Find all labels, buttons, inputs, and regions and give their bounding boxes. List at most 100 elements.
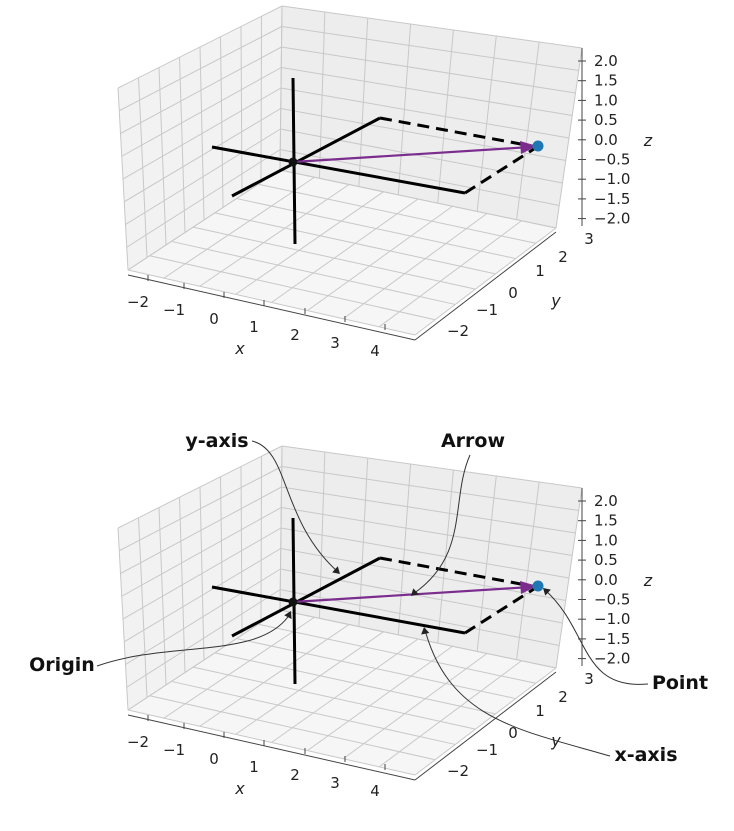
- callout-arrowhead: [543, 588, 551, 596]
- grid-line: [414, 667, 557, 776]
- grid-line: [171, 680, 456, 745]
- dashed-line-to-point: [464, 585, 538, 635]
- callouts: y-axis Arrow Origin Point x-axis: [29, 430, 708, 766]
- y-tick-label: 2: [558, 688, 568, 706]
- grid-line: [240, 26, 243, 196]
- grid-line: [307, 205, 453, 312]
- grid-line: [171, 240, 456, 305]
- z-tick-label: 2.0: [594, 492, 618, 510]
- x-tick-label: −2: [127, 733, 149, 751]
- z-tick-label: −1.5: [594, 630, 630, 648]
- grid-line: [258, 623, 536, 684]
- grid-line: [235, 631, 384, 735]
- callout-line-y-axis: [251, 440, 339, 573]
- grid-line: [260, 16, 262, 183]
- callout-x-axis: x-axis: [614, 744, 677, 766]
- grid-line: [281, 46, 576, 94]
- grid-line: [122, 527, 282, 620]
- grid-line: [280, 527, 570, 579]
- vector-arrowhead: [520, 141, 537, 154]
- z-tick-label: −2.0: [594, 210, 630, 228]
- grid-line: [280, 568, 563, 624]
- y-tick-label: 1: [535, 262, 545, 280]
- grid-line: [280, 128, 563, 184]
- x-tick-label: 3: [330, 774, 340, 792]
- z-axis-label: z: [643, 571, 653, 590]
- y-tick-label: −2: [447, 762, 469, 780]
- grid-line: [342, 653, 488, 760]
- grid-line: [126, 149, 281, 248]
- grid-line: [279, 169, 557, 229]
- grid-line: [127, 169, 281, 271]
- x-tick-label: 3: [330, 334, 340, 352]
- z-tick-label: 2.0: [594, 52, 618, 70]
- grid-line: [193, 226, 476, 290]
- y-tick-label: 3: [584, 670, 594, 688]
- z-tick-label: −2.0: [594, 650, 630, 668]
- panel-top: −2 −1 0 1 2 3 4x−2−10123y2.01.51.00.50.0−0.5−1…: [117, 5, 653, 360]
- drawn-y-axis: [231, 116, 381, 198]
- grid-line: [307, 645, 453, 752]
- grid-line: [342, 213, 488, 320]
- x-axis-label: x: [234, 339, 245, 358]
- y-tick-label: −2: [447, 322, 469, 340]
- grid-line: [149, 255, 436, 321]
- grid-line: [122, 87, 282, 180]
- x-axis-label: x: [234, 779, 245, 798]
- grid-line: [280, 108, 566, 161]
- z-tick-label: 1.5: [594, 512, 618, 530]
- z-tick-label: 0.5: [594, 551, 618, 569]
- grid-line: [123, 108, 282, 203]
- grid-line: [281, 5, 583, 49]
- callout-arrowhead: [332, 566, 340, 574]
- grid-line: [193, 666, 476, 730]
- z-tick-label: 0.0: [594, 571, 618, 589]
- x-axis-spine: [127, 714, 416, 781]
- callout-line-arrow: [412, 454, 471, 595]
- x-axis-spine: [127, 274, 416, 341]
- callout-arrow: Arrow: [441, 430, 505, 452]
- z-tick-label: 1.0: [594, 531, 618, 549]
- grid-line: [240, 466, 243, 636]
- grid-line: [123, 548, 282, 643]
- y-tick-label: 2: [558, 248, 568, 266]
- dashed-line-to-point: [379, 116, 538, 149]
- grid-line: [281, 26, 579, 71]
- origin-dot: [288, 157, 298, 167]
- z-tick-label: 0.0: [594, 131, 618, 149]
- callout-origin: Origin: [29, 654, 95, 676]
- y-axis-spine: [414, 231, 557, 341]
- callout-arrowhead: [421, 627, 430, 635]
- y-axis-label: y: [550, 291, 561, 310]
- grid-line: [280, 548, 566, 601]
- callout-line-origin: [96, 613, 291, 667]
- grid-line: [127, 709, 416, 776]
- x-tick-label: 1: [249, 758, 259, 776]
- z-tick-label: 1.5: [594, 72, 618, 90]
- z-tick-label: 1.0: [594, 91, 618, 109]
- x-tick-label: 2: [290, 766, 300, 784]
- grid-line: [127, 269, 416, 336]
- drawn-x-axis: [211, 145, 466, 195]
- x-tick-label: 4: [370, 342, 380, 360]
- x-tick-label: 0: [209, 750, 219, 768]
- z-tick-label: 0.5: [594, 111, 618, 129]
- grid-line: [281, 466, 579, 511]
- origin-dot: [288, 597, 298, 607]
- y-tick-label: 0: [508, 724, 518, 742]
- grid-line: [281, 486, 576, 534]
- grid-line: [271, 638, 419, 743]
- vector-arrowhead: [520, 581, 537, 594]
- grid-line: [214, 212, 496, 275]
- grid-line: [281, 507, 573, 556]
- grid-line: [378, 220, 522, 328]
- grid-line: [281, 67, 573, 116]
- x-tick-label: 1: [249, 318, 259, 336]
- z-tick-label: −0.5: [594, 591, 630, 609]
- grid-line: [236, 638, 516, 700]
- grid-line: [163, 616, 315, 719]
- grid-line: [126, 589, 281, 688]
- z-tick-label: −1.5: [594, 190, 630, 208]
- drawn-x-axis: [211, 585, 466, 635]
